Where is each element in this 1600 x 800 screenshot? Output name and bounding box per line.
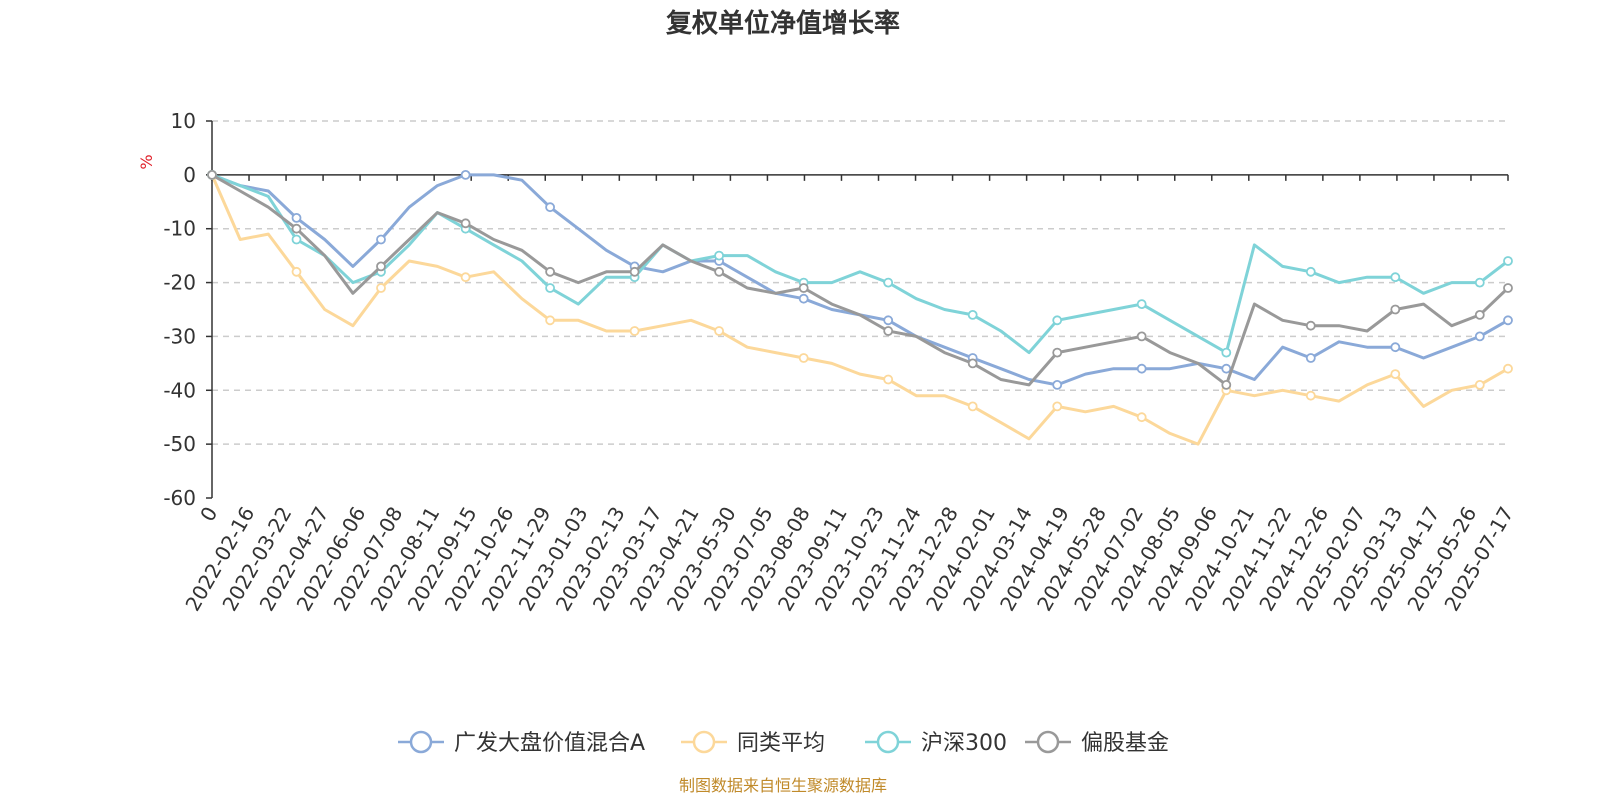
y-axis-unit: %	[137, 154, 156, 169]
data-point	[1052, 401, 1063, 412]
data-point	[1221, 347, 1232, 358]
data-point	[1390, 342, 1401, 353]
x-tick-label: 0	[195, 503, 222, 526]
series-4	[207, 169, 1513, 390]
y-tick-label: 0	[183, 163, 196, 187]
data-point	[967, 401, 978, 412]
data-point	[714, 326, 724, 336]
series-lines	[207, 169, 1513, 446]
data-point	[1052, 347, 1063, 358]
data-point	[883, 315, 894, 326]
data-point	[460, 218, 471, 229]
data-point	[1390, 369, 1401, 380]
legend-item-1[interactable]: 广发大盘价值混合A	[398, 730, 645, 756]
data-point	[883, 277, 894, 288]
axes	[211, 121, 1508, 498]
series-line	[211, 173, 1510, 387]
data-point	[376, 234, 386, 245]
data-point	[376, 283, 386, 293]
series-3	[207, 169, 1513, 358]
data-point	[1221, 379, 1232, 390]
data-point	[1503, 363, 1513, 374]
data-point	[883, 374, 894, 385]
data-point	[291, 212, 302, 223]
data-point	[291, 223, 302, 234]
legend-item-4[interactable]: 偏股基金	[1025, 730, 1169, 756]
data-point	[967, 309, 978, 320]
legend-label: 广发大盘价值混合A	[454, 731, 645, 756]
y-tick-label: -20	[163, 271, 196, 295]
legend-marker	[409, 730, 433, 754]
data-point	[1052, 379, 1063, 390]
y-tick-label: -40	[163, 378, 196, 402]
legend-label: 沪深300	[921, 731, 1007, 756]
data-point	[1503, 315, 1513, 326]
data-point	[1136, 412, 1147, 423]
data-point	[545, 202, 555, 213]
series-line	[211, 173, 1509, 387]
y-tick-label: -60	[163, 486, 196, 510]
data-point	[1474, 379, 1485, 390]
y-tick-label: -30	[163, 324, 196, 348]
source-note: 制图数据来自恒生聚源数据库	[679, 776, 887, 795]
y-tick-label: 10	[171, 109, 196, 133]
data-point	[629, 266, 640, 277]
data-point	[1474, 277, 1485, 288]
data-point	[545, 315, 555, 326]
data-point	[207, 169, 217, 180]
grid-lines	[212, 120, 1508, 445]
data-point	[798, 293, 809, 304]
legend-label: 同类平均	[737, 731, 825, 756]
data-point	[1052, 315, 1063, 326]
data-point	[1390, 304, 1401, 315]
data-point	[1305, 320, 1316, 331]
legend-marker	[876, 730, 900, 754]
series-line	[210, 174, 1509, 446]
series-1	[207, 169, 1513, 390]
data-point	[714, 266, 724, 277]
data-point	[1305, 266, 1316, 277]
legend-item-3[interactable]: 沪深300	[865, 730, 1007, 756]
data-point	[1503, 283, 1513, 293]
data-point	[1221, 363, 1232, 374]
data-point	[1474, 331, 1485, 342]
data-point	[376, 261, 386, 272]
y-tick-label: -10	[163, 217, 196, 241]
legend-marker	[692, 730, 716, 754]
data-point	[1474, 309, 1485, 320]
legend-item-2[interactable]: 同类平均	[681, 730, 825, 756]
data-point	[460, 272, 471, 283]
data-point	[883, 326, 894, 336]
y-tick-label: -50	[163, 432, 196, 456]
data-point	[1305, 353, 1316, 363]
data-point	[1136, 299, 1147, 310]
data-point	[460, 169, 471, 180]
data-point	[798, 283, 809, 293]
legend[interactable]: 广发大盘价值混合A 同类平均 沪深300 偏股基金	[398, 730, 1169, 756]
legend-label: 偏股基金	[1081, 731, 1169, 756]
y-axis-ticks: 10 0 -10 -20 -30 -40 -50 -60	[163, 109, 212, 510]
chart-title: 复权单位净值增长率	[666, 8, 900, 39]
data-point	[714, 250, 724, 261]
data-point	[1136, 331, 1147, 342]
data-point	[1305, 390, 1316, 401]
data-point	[629, 326, 640, 336]
data-point	[1390, 272, 1401, 283]
data-point	[291, 266, 302, 277]
data-point	[1136, 363, 1147, 374]
data-point	[798, 353, 809, 363]
data-point	[291, 234, 302, 245]
data-point	[967, 358, 978, 369]
data-point	[1503, 256, 1513, 266]
legend-marker	[1036, 730, 1060, 754]
data-point	[545, 283, 555, 293]
series-2	[207, 169, 1513, 446]
data-point	[545, 266, 555, 277]
